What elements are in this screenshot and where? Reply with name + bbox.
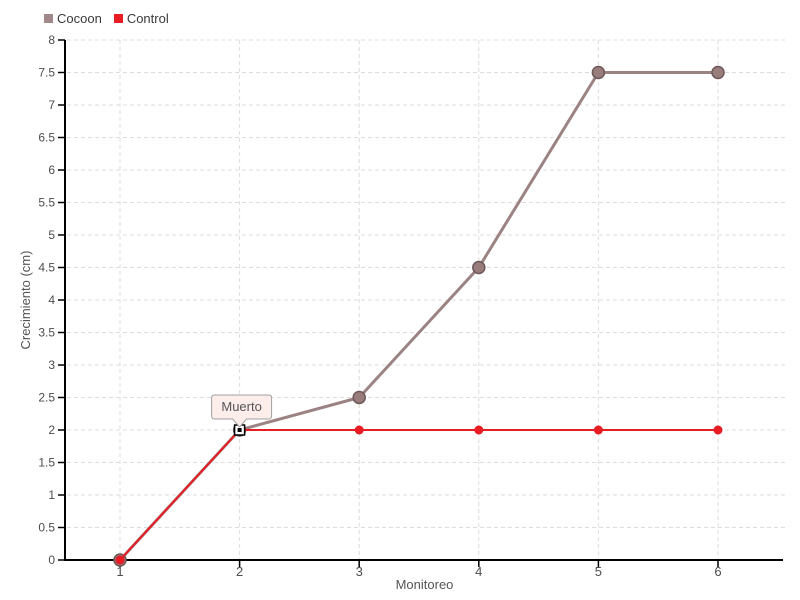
data-point-cocoon[interactable]	[591, 65, 606, 80]
legend-item-cocoon[interactable]: Cocoon	[44, 11, 102, 26]
legend-label-cocoon: Cocoon	[57, 11, 102, 26]
legend-swatch-cocoon	[44, 14, 53, 23]
data-point-control[interactable]	[713, 425, 723, 435]
legend-item-control[interactable]: Control	[113, 11, 169, 26]
data-point-control[interactable]	[115, 555, 125, 565]
y-tick-label: 3.5	[38, 326, 55, 340]
series-line-control	[119, 429, 719, 561]
x-tick-label: 6	[714, 564, 721, 579]
data-point-cocoon[interactable]	[352, 390, 366, 405]
y-tick-label: 4	[48, 293, 55, 307]
y-tick-label: 2.5	[38, 391, 55, 405]
y-tick-label: 7.5	[38, 66, 55, 80]
legend-swatch-control	[113, 14, 123, 23]
data-point-control[interactable]	[474, 425, 484, 435]
series-line-cocoon	[118, 71, 720, 562]
legend-label-control: Control	[126, 11, 169, 26]
y-axis-title: Crecimiento (cm)	[18, 251, 33, 350]
chart-legend: Cocoon Control	[44, 11, 169, 26]
annotation-label: Muerto	[221, 399, 261, 414]
y-tick-label: 0	[48, 553, 55, 567]
x-tick-label: 4	[475, 564, 482, 579]
x-tick-label: 5	[595, 564, 602, 579]
annotation-bubble	[211, 394, 273, 428]
y-tick-label: 7	[48, 98, 55, 112]
data-point-cocoon[interactable]	[472, 260, 486, 275]
y-tick-label: 5	[48, 228, 55, 242]
y-tick-label: 6.5	[38, 131, 55, 145]
y-tick-label: 4.5	[38, 261, 55, 275]
y-tick-label: 1	[48, 488, 55, 502]
x-tick-label: 1	[116, 564, 123, 579]
x-tick-label: 3	[356, 564, 363, 579]
y-tick-label: 5.5	[38, 196, 55, 210]
y-tick-label: 3	[48, 358, 55, 372]
x-axis-title: Monitoreo	[396, 577, 454, 592]
y-tick-label: 8	[48, 33, 55, 47]
muerto-marker-dot	[237, 428, 242, 432]
data-point-control[interactable]	[593, 425, 603, 435]
y-tick-label: 1.5	[38, 456, 55, 470]
data-point-cocoon[interactable]	[711, 65, 725, 80]
y-tick-label: 2	[48, 423, 55, 437]
data-point-control[interactable]	[354, 425, 364, 435]
x-tick-label: 2	[236, 564, 243, 579]
y-tick-label: 6	[48, 163, 55, 177]
y-tick-label: 0.5	[38, 521, 55, 535]
